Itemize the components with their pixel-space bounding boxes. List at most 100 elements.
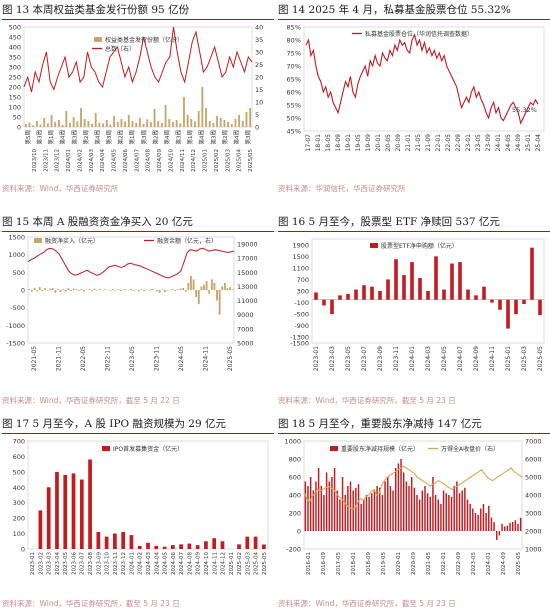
bar bbox=[448, 495, 450, 531]
bar bbox=[347, 486, 349, 531]
x-tick-label: 2023-11 bbox=[393, 346, 400, 371]
bar bbox=[182, 287, 185, 290]
bar bbox=[104, 289, 106, 290]
y-tick-label-right: 13000 bbox=[237, 283, 258, 291]
x-tick-label: 2021-05 bbox=[31, 346, 38, 371]
y-tick-label-right: 7000 bbox=[525, 438, 542, 446]
bar bbox=[88, 459, 92, 549]
bar bbox=[381, 495, 384, 531]
bar bbox=[538, 299, 542, 316]
chart-fig13: 0501001502002503003504004505000510152025… bbox=[9, 24, 264, 172]
title-rule bbox=[2, 433, 274, 434]
bar bbox=[205, 108, 207, 127]
y-tick-label: 50% bbox=[287, 115, 301, 123]
bar bbox=[400, 459, 402, 531]
bar bbox=[137, 545, 142, 549]
y-tick-label: 1500 bbox=[292, 253, 309, 261]
bar bbox=[307, 486, 309, 531]
bar bbox=[346, 293, 350, 300]
x-tick-label: 2016-01 bbox=[306, 552, 312, 575]
x-tick-label: 2024-11 bbox=[212, 552, 218, 575]
x-tick-label: 2023-04 bbox=[55, 552, 61, 575]
bar bbox=[138, 118, 141, 127]
bar bbox=[204, 541, 208, 549]
x-tick-label: 2024/01 bbox=[66, 149, 72, 172]
y-tick-label-right: 2000 bbox=[525, 528, 542, 536]
y-tick-label-right: 40 bbox=[255, 24, 263, 32]
bar bbox=[530, 247, 534, 300]
bar bbox=[220, 541, 225, 549]
x-tick-label: 24-01 bbox=[495, 134, 502, 152]
bar bbox=[83, 290, 85, 292]
legend-label: 股票型ETF净申购额（亿元） bbox=[381, 242, 458, 250]
bar bbox=[62, 289, 65, 290]
bar bbox=[71, 473, 76, 549]
bar bbox=[461, 490, 463, 531]
x-tick-label-week: 第4周 bbox=[232, 130, 240, 145]
bar bbox=[480, 508, 482, 531]
x-tick-label: 2025/02 bbox=[214, 149, 220, 172]
x-tick-label: 2018-01 bbox=[351, 552, 357, 575]
x-tick-label: 2024-02 bbox=[138, 552, 144, 575]
x-tick-label: 23-01 bbox=[465, 134, 472, 152]
x-tick-label: 2020-09 bbox=[411, 552, 417, 575]
y-tick-label-left: 800 bbox=[289, 456, 301, 464]
bar bbox=[54, 122, 57, 127]
x-tick-label: 2024-11 bbox=[489, 346, 496, 371]
y-tick-label-right: 19000 bbox=[237, 241, 258, 249]
bar bbox=[223, 282, 226, 290]
y-tick-label: 65% bbox=[287, 76, 301, 84]
x-tick-label: 2023-09 bbox=[96, 552, 102, 575]
bar bbox=[28, 122, 31, 127]
y-tick-label: 600 bbox=[13, 453, 25, 461]
y-tick-label-right: 25 bbox=[255, 61, 263, 69]
bar bbox=[519, 517, 522, 531]
bar bbox=[229, 287, 232, 290]
bar bbox=[418, 278, 422, 300]
x-tick-label: 21-01 bbox=[405, 134, 412, 152]
bar bbox=[416, 495, 418, 531]
x-tick-label: 17-07 bbox=[305, 134, 312, 152]
x-tick-label: 2025-01 bbox=[505, 346, 512, 371]
x-tick-label: 2023-06 bbox=[71, 552, 77, 575]
bar bbox=[466, 289, 470, 300]
bar bbox=[450, 496, 453, 531]
panel-fig16: 图 16 5 月至今，股票型 ETF 净赎回 537 亿元 -1500 -1300… bbox=[278, 214, 550, 412]
x-tick-label: 18-05 bbox=[325, 134, 332, 152]
bar bbox=[231, 289, 234, 290]
bar bbox=[212, 538, 217, 549]
y-tick-label-left: 500 bbox=[9, 24, 21, 32]
x-tick-label-week: 第5周 bbox=[24, 130, 32, 145]
chart-source: 资料来源：华润信托，华西证券研究所 bbox=[278, 184, 406, 193]
bar bbox=[195, 545, 200, 549]
bar bbox=[456, 481, 458, 531]
y-tick-label-right: 30 bbox=[255, 49, 263, 57]
bar bbox=[124, 289, 127, 290]
x-tick-label-week: 第1周 bbox=[47, 130, 55, 145]
bar bbox=[421, 490, 424, 531]
x-tick-label: 2025/04 bbox=[237, 149, 243, 172]
bar bbox=[249, 108, 252, 127]
y-tick-label-left: 100 bbox=[9, 104, 21, 112]
bar bbox=[485, 513, 487, 531]
x-tick-label: 2019-05 bbox=[381, 552, 387, 575]
x-tick-label: 2023/10 bbox=[32, 149, 38, 172]
legend-swatch bbox=[34, 238, 42, 243]
bar bbox=[354, 289, 358, 300]
bar bbox=[402, 472, 405, 531]
bar bbox=[392, 490, 394, 531]
bar bbox=[102, 123, 104, 127]
x-tick-label: 2021-05 bbox=[426, 552, 432, 575]
bar bbox=[130, 288, 132, 290]
x-tick-label-week: 第3周 bbox=[70, 130, 78, 145]
x-tick-label: 2023-07 bbox=[361, 346, 368, 371]
bar bbox=[190, 119, 193, 127]
bar bbox=[506, 525, 509, 531]
x-tick-label: 2024-09 bbox=[196, 552, 202, 575]
bar bbox=[333, 468, 336, 531]
bar bbox=[474, 513, 477, 531]
x-tick-label: 2024-05 bbox=[441, 346, 448, 371]
bar bbox=[83, 119, 86, 127]
bar bbox=[368, 496, 370, 531]
